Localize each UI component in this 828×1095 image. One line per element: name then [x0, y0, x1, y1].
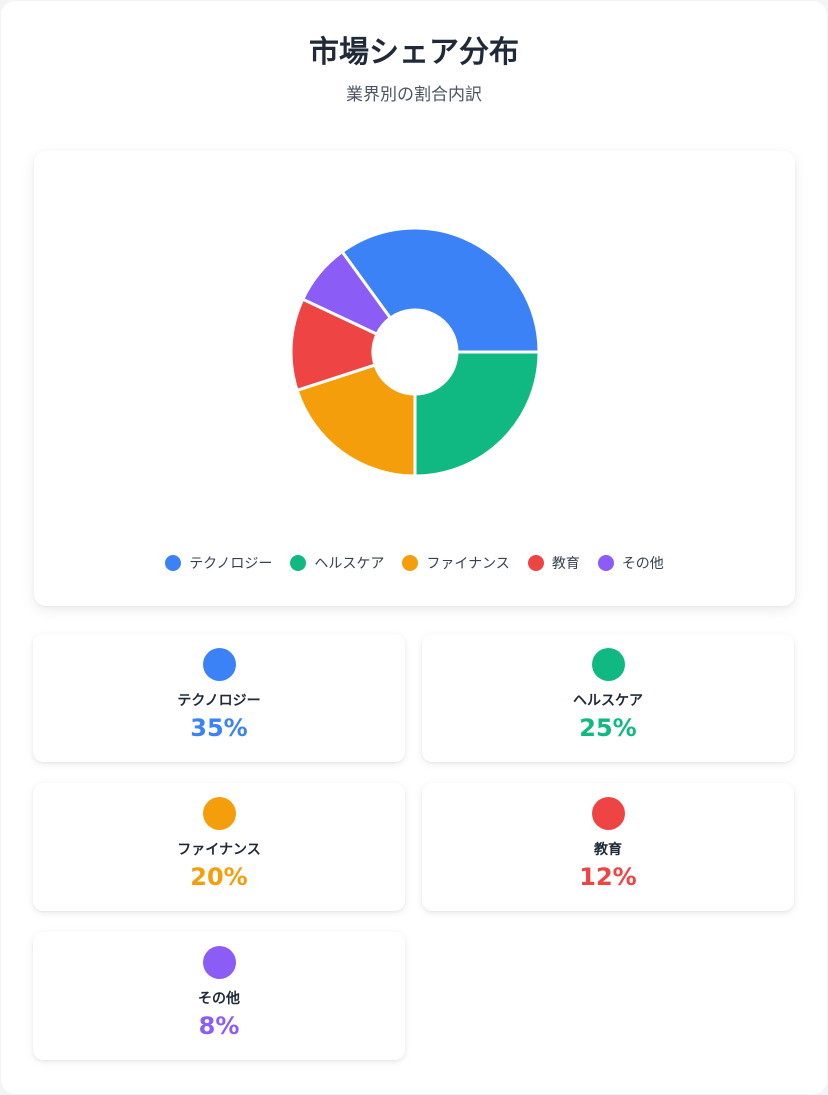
- stat-label: ファイナンス: [177, 842, 261, 858]
- pie-slice-finance[interactable]: [295, 363, 417, 478]
- stat-label: 教育: [594, 842, 622, 858]
- legend-item-healthcare[interactable]: ヘルスケア: [290, 553, 384, 573]
- stat-card-education: 教育 12%: [422, 783, 794, 911]
- stat-color-dot: [592, 797, 625, 830]
- chart-card: テクノロジー ヘルスケア ファイナンス 教育 その他: [34, 151, 795, 606]
- stat-card-other: その他 8%: [33, 932, 405, 1060]
- legend-swatch: [527, 555, 544, 571]
- legend-label: ヘルスケア: [314, 556, 385, 572]
- legend-swatch: [165, 555, 182, 571]
- stat-card-technology: テクノロジー 35%: [33, 634, 405, 762]
- legend-label: その他: [621, 556, 664, 572]
- legend-label: ファイナンス: [426, 556, 510, 572]
- stat-label: その他: [198, 991, 240, 1007]
- stat-label: テクノロジー: [177, 693, 261, 709]
- stat-value: 25%: [579, 714, 637, 742]
- legend-item-technology[interactable]: テクノロジー: [165, 553, 272, 573]
- stat-color-dot: [203, 797, 236, 830]
- legend-item-other[interactable]: その他: [597, 553, 664, 573]
- legend-swatch: [597, 555, 614, 571]
- pie-slice-healthcare[interactable]: [413, 350, 541, 478]
- page-title: 市場シェア分布: [309, 35, 519, 70]
- stat-label: ヘルスケア: [573, 693, 643, 709]
- stat-color-dot: [592, 648, 625, 681]
- stat-color-dot: [203, 946, 236, 979]
- page-subtitle: 業界別の割合内訳: [346, 85, 482, 105]
- legend-swatch: [402, 555, 419, 571]
- chart-legend: テクノロジー ヘルスケア ファイナンス 教育 その他: [34, 553, 795, 573]
- legend-label: テクノロジー: [189, 556, 273, 572]
- pie-slice-technology[interactable]: [340, 226, 541, 354]
- stat-card-healthcare: ヘルスケア 25%: [422, 634, 794, 762]
- legend-item-finance[interactable]: ファイナンス: [402, 553, 510, 573]
- pie-slice-education[interactable]: [289, 297, 379, 392]
- legend-label: 教育: [551, 556, 580, 572]
- stat-color-dot: [203, 648, 236, 681]
- legend-item-education[interactable]: 教育: [527, 553, 580, 573]
- stat-value: 8%: [198, 1012, 240, 1040]
- donut-chart: [289, 226, 541, 478]
- legend-swatch: [290, 555, 307, 571]
- stat-value: 12%: [579, 863, 637, 891]
- stat-value: 35%: [190, 714, 248, 742]
- pie-slice-other[interactable]: [301, 250, 392, 336]
- stat-card-finance: ファイナンス 20%: [33, 783, 405, 911]
- stat-value: 20%: [190, 863, 248, 891]
